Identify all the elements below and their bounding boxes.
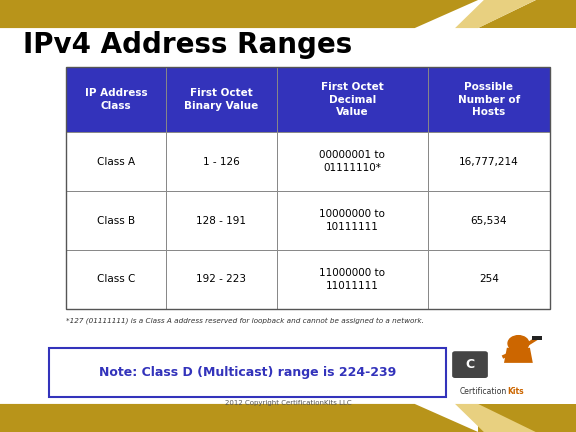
FancyBboxPatch shape xyxy=(277,250,428,309)
Point xyxy=(532,337,539,342)
FancyBboxPatch shape xyxy=(428,191,550,250)
FancyBboxPatch shape xyxy=(166,191,277,250)
Text: 00000001 to
01111110*: 00000001 to 01111110* xyxy=(319,150,385,173)
Text: 254: 254 xyxy=(479,274,499,284)
FancyBboxPatch shape xyxy=(532,336,542,340)
Point xyxy=(501,354,507,359)
Text: 10000000 to
10111111: 10000000 to 10111111 xyxy=(319,209,385,232)
Text: Class A: Class A xyxy=(97,157,135,167)
Text: Note: Class D (Multicast) range is 224-239: Note: Class D (Multicast) range is 224-2… xyxy=(99,366,396,379)
FancyBboxPatch shape xyxy=(166,67,277,132)
FancyBboxPatch shape xyxy=(66,67,166,132)
FancyBboxPatch shape xyxy=(428,67,550,132)
Polygon shape xyxy=(0,404,478,432)
Text: 2012 Copyright CertificationKits LLC: 2012 Copyright CertificationKits LLC xyxy=(225,400,351,406)
Text: 65,534: 65,534 xyxy=(471,216,507,226)
FancyBboxPatch shape xyxy=(277,191,428,250)
FancyBboxPatch shape xyxy=(66,191,166,250)
Point xyxy=(515,347,522,353)
Text: Certification: Certification xyxy=(460,387,507,396)
Text: 1 - 126: 1 - 126 xyxy=(203,157,240,167)
Polygon shape xyxy=(478,404,576,432)
Text: Class C: Class C xyxy=(97,274,135,284)
Circle shape xyxy=(508,336,529,351)
FancyBboxPatch shape xyxy=(428,250,550,309)
Text: IPv4 Address Ranges: IPv4 Address Ranges xyxy=(23,32,353,59)
Polygon shape xyxy=(455,0,536,28)
Polygon shape xyxy=(478,0,576,28)
FancyBboxPatch shape xyxy=(66,132,166,191)
Text: 11000000 to
11011111: 11000000 to 11011111 xyxy=(319,268,385,291)
FancyBboxPatch shape xyxy=(452,351,488,378)
Polygon shape xyxy=(455,404,536,432)
Text: First Octet
Binary Value: First Octet Binary Value xyxy=(184,89,259,111)
Text: First Octet
Decimal
Value: First Octet Decimal Value xyxy=(321,82,384,117)
Line: 2 pts: 2 pts xyxy=(518,339,536,350)
FancyBboxPatch shape xyxy=(166,132,277,191)
Polygon shape xyxy=(504,348,533,363)
Text: Possible
Number of
Hosts: Possible Number of Hosts xyxy=(458,82,520,117)
FancyBboxPatch shape xyxy=(277,132,428,191)
FancyBboxPatch shape xyxy=(66,250,166,309)
FancyBboxPatch shape xyxy=(428,132,550,191)
Text: Class B: Class B xyxy=(97,216,135,226)
Text: 128 - 191: 128 - 191 xyxy=(196,216,247,226)
Polygon shape xyxy=(0,0,478,28)
FancyBboxPatch shape xyxy=(49,348,446,397)
Text: *127 (01111111) is a Class A address reserved for loopback and cannot be assigne: *127 (01111111) is a Class A address res… xyxy=(66,318,424,324)
Line: 2 pts: 2 pts xyxy=(504,350,518,356)
Text: 192 - 223: 192 - 223 xyxy=(196,274,247,284)
Text: IP Address
Class: IP Address Class xyxy=(85,89,147,111)
Text: 16,777,214: 16,777,214 xyxy=(459,157,519,167)
FancyBboxPatch shape xyxy=(277,67,428,132)
FancyBboxPatch shape xyxy=(166,250,277,309)
Point xyxy=(515,347,522,353)
Text: Kits: Kits xyxy=(507,387,524,396)
Text: C: C xyxy=(465,358,475,371)
